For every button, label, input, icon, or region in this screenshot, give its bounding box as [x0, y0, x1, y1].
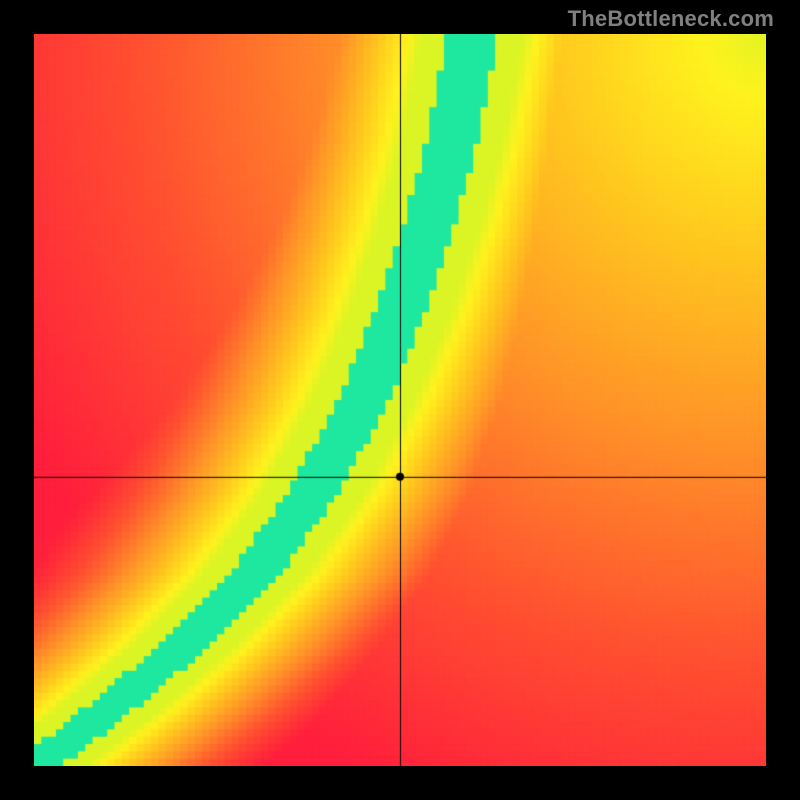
watermark-text: TheBottleneck.com [568, 6, 774, 32]
bottleneck-heatmap [34, 34, 766, 766]
